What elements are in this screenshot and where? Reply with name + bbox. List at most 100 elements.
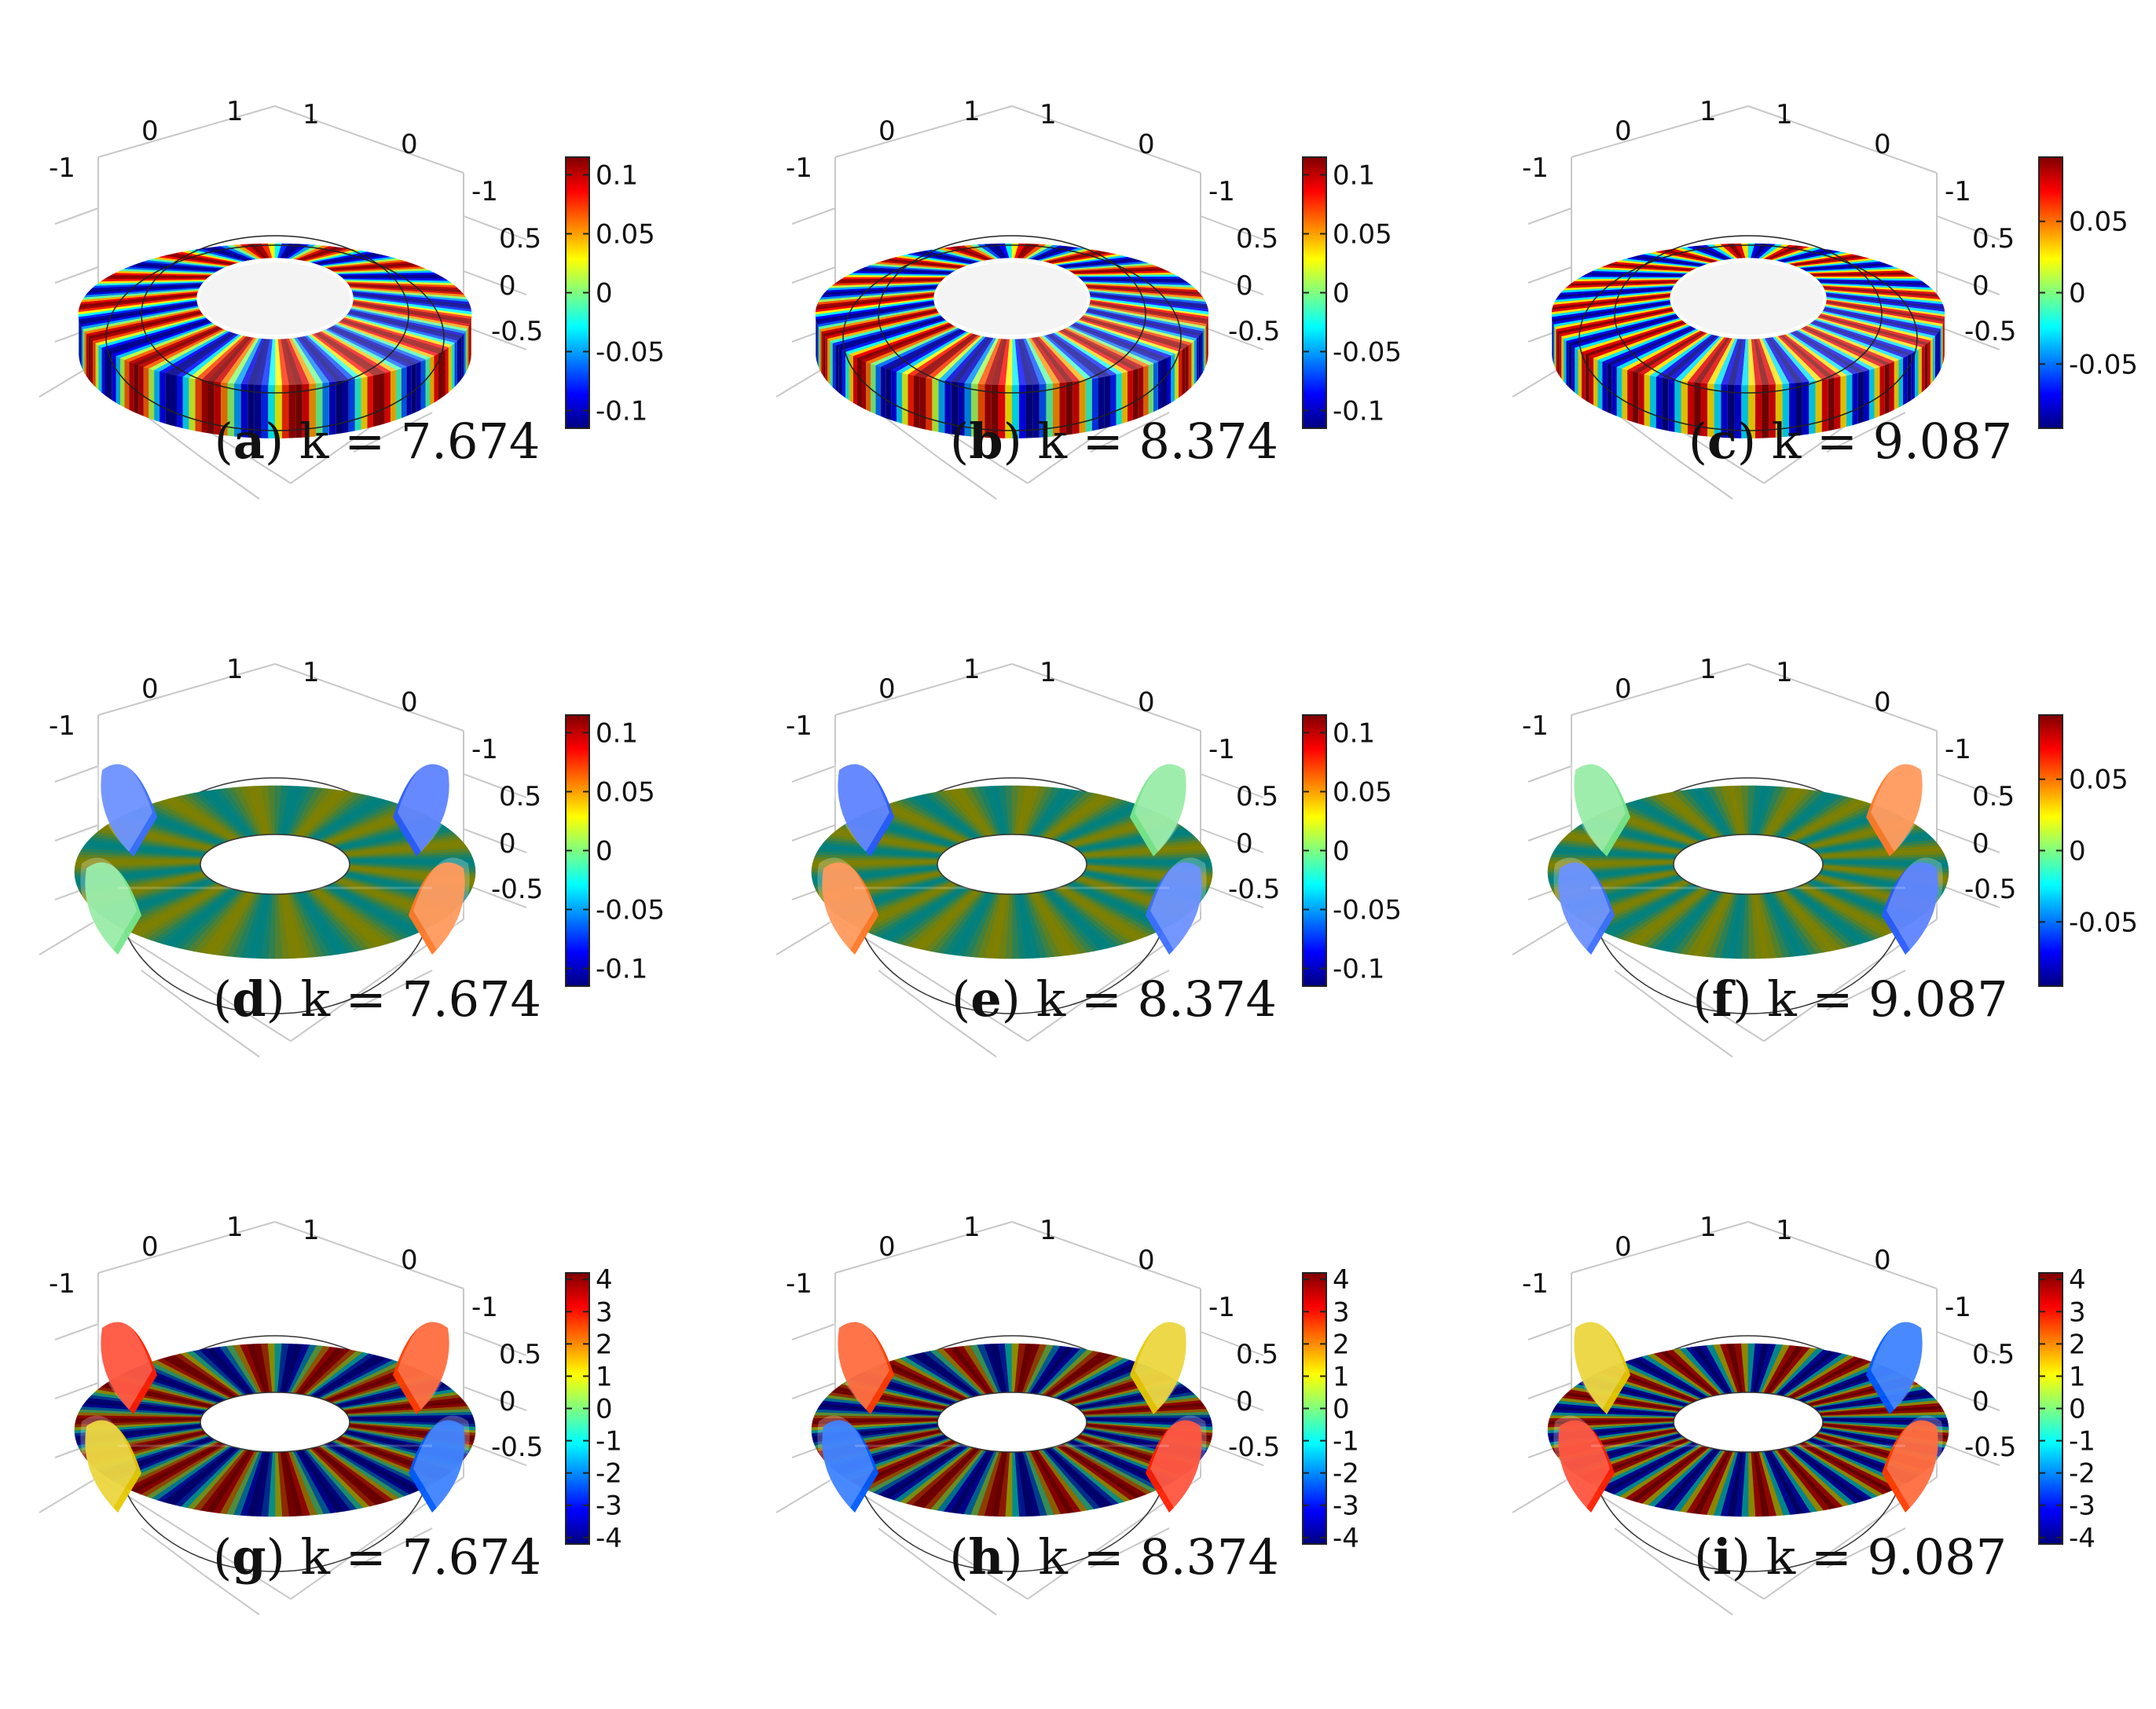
surface-patch	[1578, 350, 1581, 398]
y-tick-label: 0	[1874, 687, 1891, 718]
colorbar-tick-label: 0.05	[596, 219, 655, 251]
surface-patch	[1194, 339, 1197, 384]
y-tick-label: 0	[401, 1245, 418, 1276]
caption-paren: )	[266, 970, 301, 1028]
colorbar-tick-label: 3	[596, 1296, 613, 1328]
surface-patch	[88, 336, 90, 382]
surface-patch	[1943, 321, 1944, 364]
surface-patch	[434, 354, 438, 402]
surface-patch	[1203, 329, 1204, 373]
panel-caption: (d) k = 7.674	[24, 970, 731, 1028]
surface-patch	[1205, 325, 1206, 368]
surface-patch	[1937, 332, 1938, 376]
torus-hole	[1674, 834, 1823, 894]
z-tick-label: 0.5	[1236, 781, 1278, 812]
caption-k-value: k = 7.674	[301, 970, 541, 1028]
colorbar-tick-label: -0.05	[596, 337, 665, 369]
colorbar-tick-label: 3	[1333, 1296, 1350, 1328]
y-tick-label: 1	[1040, 657, 1057, 688]
surface-patch	[1593, 358, 1597, 407]
y-tick-label: 0	[401, 129, 418, 160]
caption-paren: )	[1003, 413, 1038, 470]
x-tick-label: -1	[49, 710, 75, 742]
colorbar-tick-label: 4	[596, 1264, 613, 1296]
axis-gridline	[835, 664, 1012, 715]
colorbar-tick-label: -0.05	[2069, 349, 2138, 380]
y-tick-label: 1	[302, 657, 320, 688]
caption-paren: (	[950, 413, 969, 470]
colorbar-tick-label: 3	[2069, 1296, 2086, 1328]
colorbar-tick-label: -2	[1333, 1458, 1359, 1490]
y-tick-label: -1	[1945, 734, 1971, 765]
panel-caption: (e) k = 8.374	[761, 970, 1468, 1028]
colorbar-tick-label: 0.05	[1333, 219, 1392, 251]
caption-paren: )	[1737, 413, 1772, 470]
axis-gridline	[792, 208, 835, 224]
y-tick-label: 1	[1040, 1215, 1057, 1246]
surface-patch	[457, 339, 460, 384]
surface-patch	[1939, 329, 1941, 373]
surface-patch	[1204, 327, 1206, 370]
caption-letter: b	[969, 413, 1003, 470]
axis-gridline	[1571, 106, 1748, 157]
y-tick-label: 0	[1138, 129, 1155, 160]
x-tick-label: -1	[1522, 710, 1549, 742]
caption-paren: (	[1694, 1528, 1713, 1586]
surface-patch	[101, 347, 104, 395]
axis-gridline	[98, 664, 275, 715]
surface-patch	[96, 343, 99, 391]
torus-hole	[200, 262, 350, 335]
x-tick-label: -1	[786, 710, 812, 742]
surface-patch	[84, 332, 86, 376]
axis-gridline	[1512, 1477, 1571, 1513]
y-tick-label: 1	[302, 99, 320, 130]
x-tick-label: -1	[49, 1268, 75, 1300]
y-tick-label: -1	[1208, 1292, 1235, 1323]
x-tick-label: -1	[786, 1268, 812, 1300]
caption-k-value: k = 9.087	[1772, 413, 2012, 470]
panel-caption: (g) k = 7.674	[24, 1528, 731, 1586]
x-tick-label: -1	[1522, 152, 1549, 184]
caption-letter: d	[232, 970, 266, 1028]
z-tick-label: 0	[499, 1386, 516, 1417]
y-tick-label: 0	[1138, 1245, 1155, 1276]
surface-patch	[1944, 319, 1945, 361]
z-tick-label: 0.5	[499, 1339, 541, 1370]
surface-patch	[830, 341, 832, 387]
surface-patch	[1163, 358, 1167, 407]
surface-patch	[466, 329, 468, 373]
colorbar-tick-label: 0.05	[596, 777, 655, 809]
surface-patch	[1556, 329, 1557, 373]
surface-patch	[838, 347, 842, 395]
surface-patch	[82, 329, 84, 373]
torus-hole	[937, 834, 1087, 894]
surface-patch	[402, 367, 407, 418]
surface-patch	[406, 365, 411, 416]
surface-patch	[816, 319, 817, 361]
axis-gridline	[98, 1222, 275, 1273]
y-tick-label: -1	[1945, 176, 1971, 207]
x-tick-label: 0	[878, 116, 896, 147]
caption-letter: i	[1713, 1528, 1732, 1586]
surface-patch	[1571, 345, 1575, 392]
surface-patch	[1933, 336, 1935, 382]
z-tick-label: 0.5	[499, 223, 541, 255]
colorbar-tick-label: -1	[596, 1426, 622, 1458]
z-tick-label: -0.5	[491, 316, 543, 347]
surface-patch	[90, 339, 93, 384]
x-tick-label: 1	[1700, 654, 1717, 685]
colorbar-tick-label: -0.05	[1333, 895, 1402, 926]
surface-patch	[1941, 327, 1942, 370]
surface-patch	[112, 354, 116, 402]
colorbar-tick-label: -2	[596, 1458, 622, 1490]
colorbar-tick-label: -0.05	[596, 895, 665, 926]
colorbar-tick-label: 0.1	[1333, 160, 1375, 192]
colorbar-tick-label: 0.05	[1333, 777, 1392, 809]
